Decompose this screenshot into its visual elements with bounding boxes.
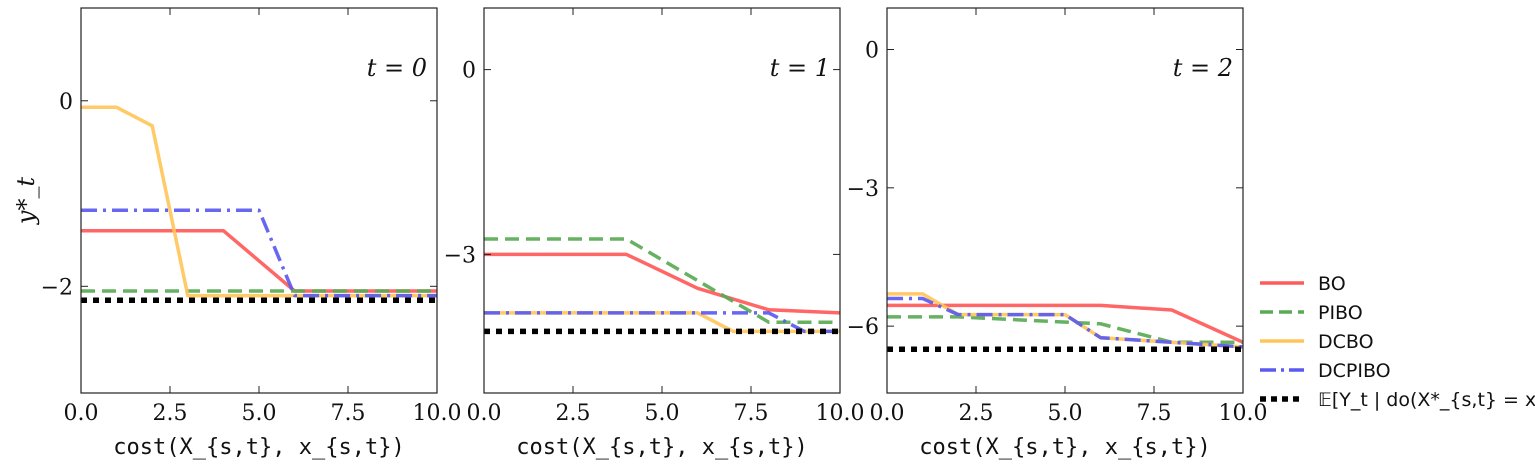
y-tick-label: −3 [444, 243, 476, 268]
y-tick-label: −6 [847, 315, 879, 340]
x-tick-label: 0.0 [870, 401, 905, 426]
series-line-pibo [887, 315, 1243, 345]
x-tick-label: 10.0 [1219, 401, 1268, 426]
x-axis-label: cost(X_{s,t}, x_{s,t}) [516, 435, 807, 460]
legend-label: 𝔼[Y_t | do(X*_{s,t} = x*_{s,t})] [1318, 389, 1535, 411]
panel-2: 0.0 2.5 5.0 7.5 10.0 0 −3 −6 t = 2 cost(X_{s,t}, … [847, 7, 1268, 460]
panel-annotation: t = 1 [770, 54, 830, 82]
x-tick-label: 5.0 [1048, 401, 1083, 426]
panel-0: 0.0 2.5 5.0 7.5 10.0 0 −2 t = 0 cost(X_{s,t}, x_… [12, 7, 462, 460]
x-tick-label: 10.0 [816, 401, 865, 426]
x-tick-label: 2.5 [556, 401, 591, 426]
legend-label: DCPIBO [1318, 360, 1391, 382]
panel-1: 0.0 2.5 5.0 7.5 10.0 0 −3 t = 1 cost(X_{s,t}, x_… [444, 7, 865, 460]
legend-label: BO [1318, 273, 1346, 295]
y-tick-label: −2 [41, 275, 73, 300]
panels: 0.0 2.5 5.0 7.5 10.0 0 −2 t = 0 cost(X_{s,t}, x_… [12, 7, 1268, 460]
legend-label: PIBO [1318, 302, 1363, 324]
x-tick-label: 5.0 [645, 401, 680, 426]
legend-label: DCBO [1318, 331, 1374, 353]
x-tick-label: 7.5 [734, 401, 769, 426]
series-line-dcpibo [887, 296, 1243, 349]
series-line-bo [887, 303, 1243, 344]
y-axis-label: y*_t [12, 177, 40, 226]
panel-annotation: t = 2 [1173, 54, 1233, 82]
x-tick-label: 10.0 [413, 401, 462, 426]
legend: BO PIBO DCBO DCPIBO 𝔼[Y_t | do(X*_{s,t} = x*… [1260, 273, 1535, 411]
y-tick-label: 0 [462, 59, 476, 84]
x-axis-label: cost(X_{s,t}, x_{s,t}) [113, 435, 404, 460]
x-tick-label: 0.0 [467, 401, 502, 426]
series-group [484, 237, 840, 335]
x-axis-label: cost(X_{s,t}, x_{s,t}) [919, 435, 1210, 460]
x-tick-label: 7.5 [1137, 401, 1172, 426]
panel-annotation: t = 0 [367, 54, 427, 82]
x-tick-label: 7.5 [331, 401, 366, 426]
series-line-dcpibo [81, 208, 437, 298]
x-tick-label: 5.0 [242, 401, 277, 426]
series-line-pibo [484, 237, 840, 324]
series-group [887, 292, 1243, 352]
y-tick-label: 0 [865, 38, 879, 63]
y-tick-label: 0 [59, 90, 73, 115]
y-tick-label: −3 [847, 177, 879, 202]
series-line-bo [484, 252, 840, 315]
series-group [81, 105, 437, 303]
series-line-dcbo [81, 105, 437, 298]
x-tick-label: 2.5 [153, 401, 188, 426]
x-tick-label: 0.0 [64, 401, 99, 426]
series-line-bo [81, 228, 437, 293]
x-tick-label: 2.5 [959, 401, 994, 426]
